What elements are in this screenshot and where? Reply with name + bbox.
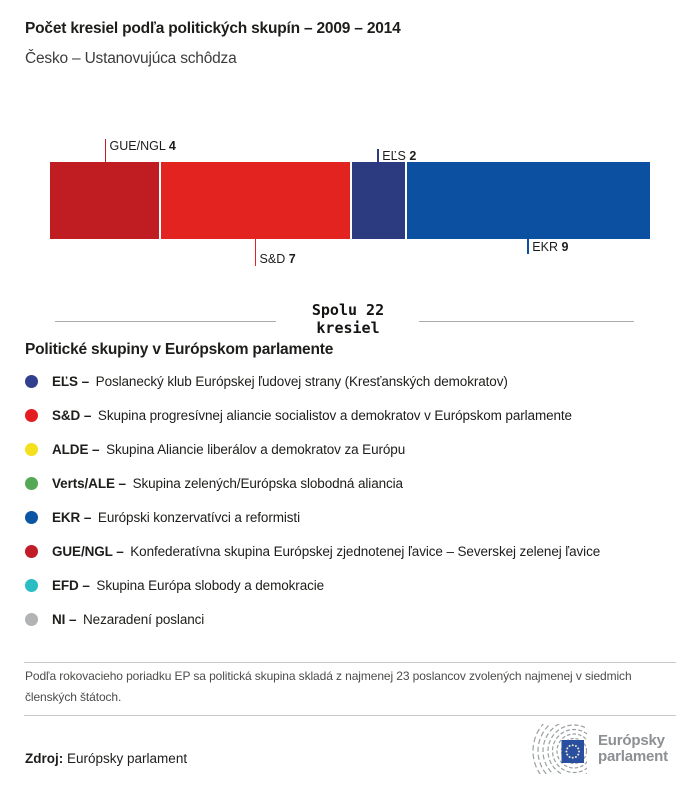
legend-dot-icon [25,374,38,388]
page-subtitle: Česko – Ustanovujúca schôdza [25,50,237,67]
legend-dot-icon [25,544,38,558]
footnote-divider-top [24,662,676,663]
legend-item-text: EFD – Skupina Európa slobody a demokraci… [52,577,325,593]
source-line: Zdroj: Európsky parlament [25,751,187,766]
eu-flag-stars [565,744,581,759]
callout-label: GUE/NGL 4 [109,139,176,153]
legend-dot-icon [25,510,38,524]
ep-logo-line1: Európsky [598,731,665,749]
callout-tick [104,139,107,162]
legend-item-text: S&D – Skupina progresívnej aliancie soci… [52,407,572,423]
legend-item-text: EĽS – Poslanecký klub Európskej ľudovej … [52,373,508,389]
footnote-divider-bottom [24,715,676,716]
legend-title: Politické skupiny v Európskom parlamente [25,341,334,358]
callout-label: EKR 9 [532,240,569,254]
total-seats-line1: Spolu 22 [311,301,385,319]
bar-segment-ekr [404,162,650,239]
source-label: Zdroj: [25,751,64,766]
legend-item: NI – Nezaradení poslanci [25,602,680,636]
ep-logo: Európsky parlament [525,724,668,774]
legend-item-text: EKR – Európski konzervatívci a reformist… [52,509,300,525]
callout-label: EĽS 2 [382,149,417,163]
legend-item-text: GUE/NGL – Konfederatívna skupina Európsk… [52,543,601,559]
bar-segment-e-s [349,162,405,239]
total-divider-right [419,321,634,322]
callout-tick [254,239,257,266]
source-value: Európsky parlament [67,751,188,766]
legend-dot-icon [25,408,38,422]
legend-item: GUE/NGL – Konfederatívna skupina Európsk… [25,534,680,568]
legend-item: S&D – Skupina progresívnej aliancie soci… [25,398,680,432]
legend-dot-icon [25,578,38,592]
page-title: Počet kresiel podľa politických skupín –… [25,20,401,37]
legend-item: EKR – Európski konzervatívci a reformist… [25,500,680,534]
total-divider-left [55,321,276,322]
legend-item: EFD – Skupina Európa slobody a demokraci… [25,568,680,602]
legend-dot-icon [25,442,38,456]
total-seats-label: Spolu 22 kresiel [273,301,423,337]
legend-item: ALDE – Skupina Aliancie liberálov a demo… [25,432,680,466]
legend-item-text: NI – Nezaradení poslanci [52,611,205,627]
bar-segment-gue-ngl [50,162,160,239]
legend-dot-icon [25,476,38,490]
eu-flag [561,740,584,763]
footnote: Podľa rokovacieho poriadku EP sa politic… [25,669,632,704]
legend-item-text: Verts/ALE – Skupina zelených/Európska sl… [52,475,403,491]
legend-dot-icon [25,612,38,626]
stacked-seats-bar [50,162,650,239]
ep-logo-line2: parlament [598,748,668,765]
callout-tick [527,239,529,254]
legend-item: EĽS – Poslanecký klub Európskej ľudovej … [25,364,680,398]
callout-label: S&D 7 [259,252,296,266]
bar-segment-s-d [159,162,350,239]
callout-tick [377,149,379,162]
legend: EĽS – Poslanecký klub Európskej ľudovej … [25,364,680,636]
total-seats-line2: kresiel [316,319,380,337]
legend-item: Verts/ALE – Skupina zelených/Európska sl… [25,466,680,500]
legend-item-text: ALDE – Skupina Aliancie liberálov a demo… [52,441,406,457]
ep-hemicycle-flag-icon [532,724,587,774]
ep-logo-text: Európsky parlament [598,731,668,766]
